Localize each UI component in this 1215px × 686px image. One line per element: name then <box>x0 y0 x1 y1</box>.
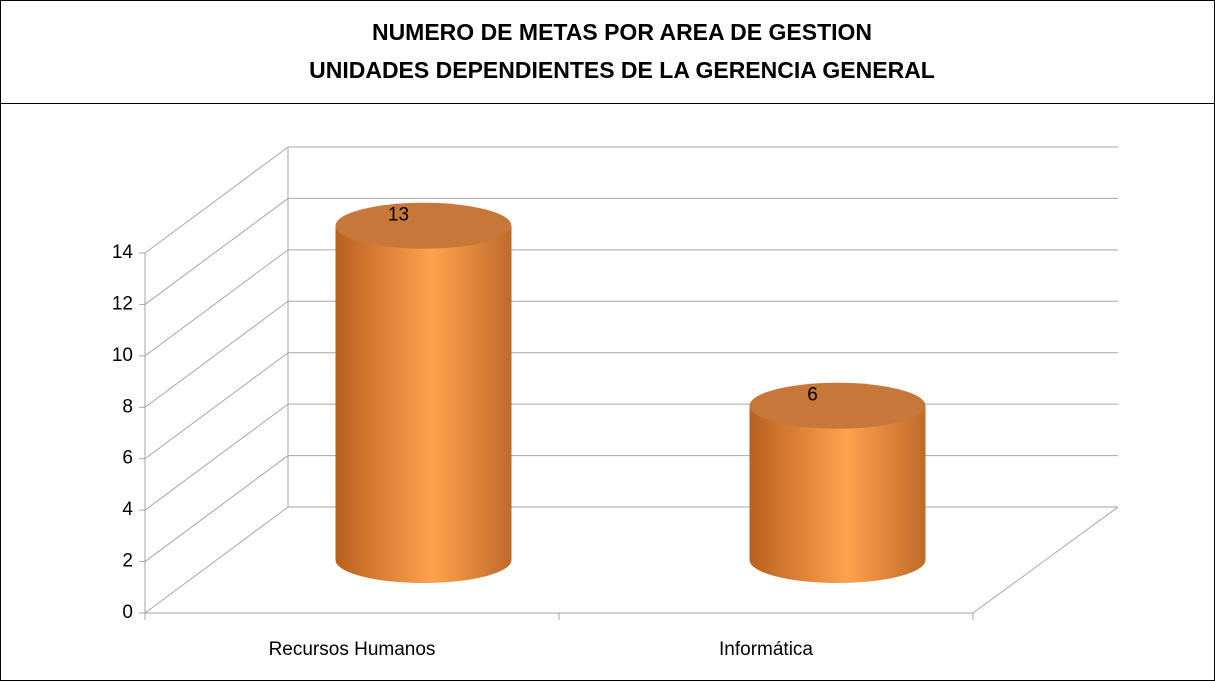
grid-line <box>144 455 289 562</box>
y-tick-label: 8 <box>122 396 133 417</box>
bar-top <box>749 382 926 429</box>
y-tick-label: 14 <box>112 242 134 263</box>
bar <box>335 225 512 583</box>
grid-line <box>144 506 289 614</box>
chart-subtitle: UNIDADES DEPENDIENTES DE LA GERENCIA GEN… <box>309 57 935 83</box>
y-tick-label: 12 <box>112 293 133 314</box>
y-tick-label: 6 <box>122 448 133 469</box>
bar <box>749 405 926 583</box>
x-tick-label: Informática <box>719 639 813 660</box>
data-label: 6 <box>807 385 818 406</box>
chart-title: NUMERO DE METAS POR AREA DE GESTION <box>372 19 872 45</box>
y-tick-label: 10 <box>112 345 133 366</box>
grid-line <box>144 249 289 357</box>
grid-line <box>144 198 289 305</box>
x-tick-label: Recursos Humanos <box>269 639 436 660</box>
grid-line <box>144 352 289 460</box>
bar-top <box>335 202 512 249</box>
y-tick-label: 2 <box>122 551 133 572</box>
grid-line <box>144 300 289 408</box>
data-label: 13 <box>388 205 409 226</box>
grid-line <box>144 146 289 254</box>
floor-edge <box>972 506 1119 614</box>
y-tick-label: 4 <box>122 499 133 520</box>
grid-line <box>144 403 289 511</box>
y-tick-label: 0 <box>122 602 133 623</box>
